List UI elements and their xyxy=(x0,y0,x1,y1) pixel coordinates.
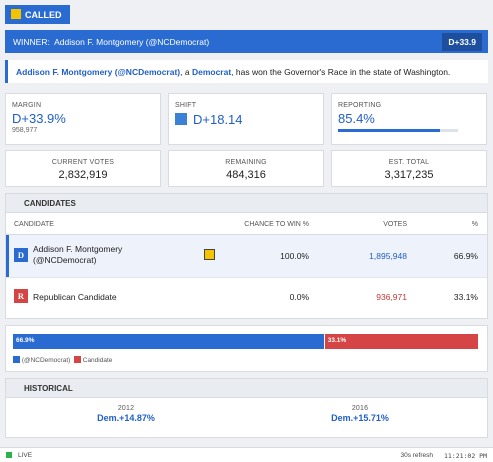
historical-panel: HISTORICAL 2012 Dem.+14.87% 2016 Dem.+15.7… xyxy=(5,378,488,438)
winner-check xyxy=(204,249,215,260)
legend-label: Candidate xyxy=(82,357,113,364)
sentence-text: , has won the Governor's Race in the sta… xyxy=(231,67,451,77)
total-value: 3,317,235 xyxy=(384,169,434,181)
votes: 1,895,948 xyxy=(369,251,407,261)
legend-label: (@NCDemocrat) xyxy=(21,357,71,364)
col-label: CHANCE TO WIN % xyxy=(244,221,309,228)
vote-bar: 66.9% 33.1% xyxy=(13,334,479,349)
shift-icon xyxy=(175,113,187,125)
panel-header: CANDIDATES xyxy=(6,194,487,213)
candidates-panel: CANDIDATES CANDIDATE CHANCE TO WIN % VOT… xyxy=(5,193,488,319)
live-dot xyxy=(6,452,12,458)
pct: 66.9% xyxy=(453,251,478,261)
total-label: REMAINING xyxy=(225,159,267,166)
total-value: 2,832,919 xyxy=(58,169,108,181)
margin-box: MARGIN D+33.9% 958,977 xyxy=(5,93,161,145)
stat-value: D+18.14 xyxy=(193,112,243,127)
candidate-link[interactable]: Addison F. Montgomery (@NCDemocrat) xyxy=(16,67,181,77)
reporting-box: REPORTING 85.4% xyxy=(331,93,487,145)
chance: 0.0% xyxy=(289,292,309,302)
col-label: VOTES xyxy=(383,221,407,228)
sentence-text: , a xyxy=(180,67,192,77)
candidate-name: Republican Candidate xyxy=(33,292,117,302)
legend-swatch xyxy=(73,356,81,363)
total-box: CURRENT VOTES 2,832,919 xyxy=(5,150,161,187)
stat-value: D+33.9% xyxy=(12,111,66,126)
winner-margin: D+33.9 xyxy=(442,33,482,51)
clock: 11:21:02 PM xyxy=(443,452,487,460)
total-label: CURRENT VOTES xyxy=(51,159,115,166)
party-badge: R xyxy=(14,289,28,303)
col-label: % xyxy=(471,221,478,228)
winner-name: Addison F. Montgomery (@NCDemocrat) xyxy=(54,37,210,47)
panel-header: HISTORICAL xyxy=(6,379,487,398)
candidate-name: Addison F. Montgomery (@NCDemocrat) xyxy=(33,244,123,265)
col-label: CANDIDATE xyxy=(14,221,54,228)
progress-fill xyxy=(338,129,441,132)
votes: 936,971 xyxy=(376,292,407,302)
bar-label: 66.9% xyxy=(16,337,35,344)
chance: 100.0% xyxy=(280,251,309,261)
history-value: Dem.+14.87% xyxy=(97,413,155,423)
total-value: 484,316 xyxy=(226,169,266,181)
footer: LIVE 30s refresh 11:21:02 PM xyxy=(0,447,493,462)
party-link[interactable]: Democrat xyxy=(191,67,232,77)
stat-label: MARGIN xyxy=(12,102,42,109)
sentence: Addison F. Montgomery (@NCDemocrat), a D… xyxy=(5,60,488,83)
total-box: EST. TOTAL 3,317,235 xyxy=(331,150,487,187)
bar-segment: 66.9% xyxy=(13,334,325,349)
bar-panel: 66.9% 33.1% (@NCDemocrat) Candidate xyxy=(5,325,488,372)
stat-value: 85.4% xyxy=(338,111,375,126)
party-badge: D xyxy=(14,248,28,262)
legend-swatch xyxy=(13,356,20,363)
progress-track xyxy=(338,129,458,132)
live-text: LIVE xyxy=(18,452,33,459)
winner-label: WINNER: xyxy=(13,37,50,47)
stat-label: SHIFT xyxy=(175,102,197,109)
shift-box: SHIFT D+18.14 xyxy=(168,93,324,145)
bar-segment: 33.1% xyxy=(324,334,479,349)
stat-label: REPORTING xyxy=(338,102,382,109)
history-year: 2016 xyxy=(351,405,369,412)
candidate-row: D Addison F. Montgomery (@NCDemocrat) 10… xyxy=(6,235,487,277)
history-year: 2012 xyxy=(117,405,135,412)
pct: 33.1% xyxy=(453,292,478,302)
candidate-row: R Republican Candidate 0.0% 936,971 33.1… xyxy=(6,277,487,315)
check-icon xyxy=(11,9,21,19)
badge-text: CALLED xyxy=(25,10,62,20)
legend: (@NCDemocrat) Candidate xyxy=(13,356,112,364)
winner-bar: WINNER: Addison F. Montgomery (@NCDemocr… xyxy=(5,30,488,53)
total-box: REMAINING 484,316 xyxy=(168,150,324,187)
history-item: 2016 Dem.+15.71% xyxy=(310,405,410,423)
history-item: 2012 Dem.+14.87% xyxy=(76,405,176,423)
bar-label: 33.1% xyxy=(327,337,347,344)
history-value: Dem.+15.71% xyxy=(331,413,389,423)
called-badge: CALLED xyxy=(5,5,70,24)
stat-sub: 958,977 xyxy=(12,127,38,134)
total-label: EST. TOTAL xyxy=(388,159,430,166)
column-header: CANDIDATE CHANCE TO WIN % VOTES % xyxy=(6,213,487,235)
refresh-button[interactable]: 30s refresh xyxy=(400,452,433,459)
